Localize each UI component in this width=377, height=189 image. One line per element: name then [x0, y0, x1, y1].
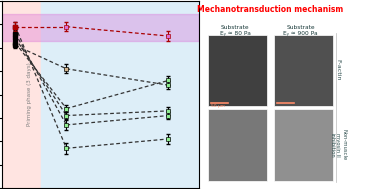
- Text: Substrate
Eᵧ ≈ 80 Pa: Substrate Eᵧ ≈ 80 Pa: [219, 25, 250, 36]
- Text: Substrate
Eᵧ ≈ 900 Pa: Substrate Eᵧ ≈ 900 Pa: [284, 25, 318, 36]
- Text: Non-muscle
myosin II
inhibition: Non-muscle myosin II inhibition: [329, 129, 346, 161]
- FancyBboxPatch shape: [208, 35, 267, 106]
- Text: 50 μm: 50 μm: [211, 104, 225, 108]
- FancyBboxPatch shape: [274, 109, 333, 180]
- Bar: [41, 1, 199, 188]
- Text: Priming phase (3 days): Priming phase (3 days): [27, 63, 32, 126]
- Text: F-actin: F-actin: [336, 59, 340, 81]
- FancyBboxPatch shape: [208, 109, 267, 180]
- Bar: [2, 14, 199, 41]
- Bar: [2, 1, 41, 188]
- Text: Mechanotransduction mechanism: Mechanotransduction mechanism: [197, 5, 343, 14]
- FancyBboxPatch shape: [274, 35, 333, 106]
